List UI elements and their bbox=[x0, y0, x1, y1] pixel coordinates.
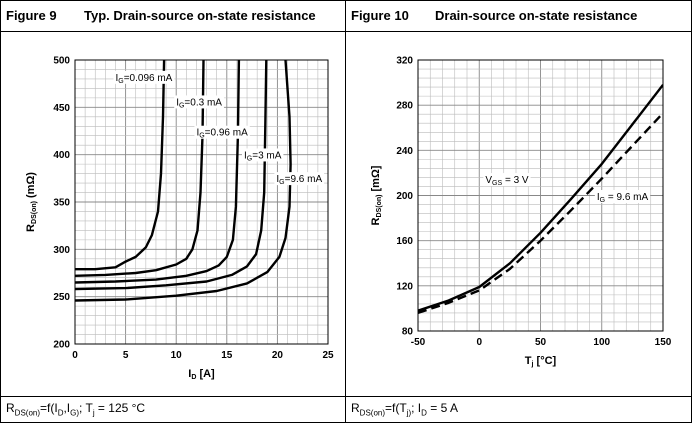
grid bbox=[417, 59, 664, 332]
series-line bbox=[75, 59, 241, 284]
y-tick-label: 240 bbox=[396, 146, 413, 157]
plot-border bbox=[417, 59, 664, 332]
y-tick-label: 400 bbox=[53, 150, 70, 161]
figure10-number: Figure 10 bbox=[351, 8, 409, 23]
y-tick-label: 80 bbox=[402, 327, 414, 338]
figure9-title: Typ. Drain-source on-state resistance bbox=[84, 8, 316, 23]
x-tick-label: 5 bbox=[123, 350, 129, 361]
series-line bbox=[418, 112, 663, 315]
y-tick-label: 160 bbox=[396, 236, 413, 247]
y-tick-label: 200 bbox=[53, 340, 70, 351]
x-tick-label: 0 bbox=[476, 337, 482, 348]
plot-border bbox=[74, 59, 329, 345]
annotation-background bbox=[594, 190, 651, 204]
x-tick-label: -50 bbox=[411, 337, 426, 348]
y-tick-label: 320 bbox=[396, 56, 413, 67]
x-tick-label: 25 bbox=[322, 350, 334, 361]
y-tick-label: 450 bbox=[53, 103, 70, 114]
figure10-title: Drain-source on-state resistance bbox=[435, 8, 638, 23]
x-tick-label: 50 bbox=[535, 337, 547, 348]
figure9-chart: 0 5 10 15 20 25 200 250 300 350 400 450 500 ID​ [A] RD… bbox=[25, 56, 334, 382]
curve-annotation: IG​=9.6 mA bbox=[276, 174, 322, 186]
series-line bbox=[75, 59, 292, 302]
x-tick-label: 20 bbox=[272, 350, 284, 361]
annotation-background bbox=[113, 70, 175, 84]
series-line bbox=[75, 59, 268, 291]
curve-annotation: IG​=3 mA bbox=[244, 150, 282, 162]
figure10-caption: RDS(on)=f(Tj); ID = 5 A bbox=[351, 401, 458, 418]
x-tick-label: 150 bbox=[655, 337, 672, 348]
y-tick-label: 250 bbox=[53, 292, 70, 303]
y-tick-label: 500 bbox=[53, 56, 70, 67]
x-axis-label: ID​ [A] bbox=[188, 368, 215, 381]
x-tick-label: 0 bbox=[72, 350, 78, 361]
annotation-background bbox=[483, 173, 531, 187]
series-line bbox=[418, 84, 663, 312]
x-tick-label: 10 bbox=[171, 350, 183, 361]
annotation-background bbox=[242, 148, 284, 162]
y-axis-label: RDS(on)​ (mΩ) bbox=[25, 172, 38, 232]
annotation-background bbox=[274, 172, 325, 186]
x-axis-label: Tj​ [°C] bbox=[525, 355, 557, 368]
y-axis-label: RDS(on)​ [mΩ] bbox=[370, 165, 383, 225]
curve-annotation: VGS​ = 3 V bbox=[485, 175, 529, 187]
curve-annotation: IG​=0.3 mA bbox=[176, 97, 222, 109]
y-tick-label: 300 bbox=[53, 245, 70, 256]
series-line bbox=[75, 59, 166, 271]
figure9-caption: RDS(on)=f(ID,IG); Tj = 125 °C bbox=[6, 401, 146, 418]
y-tick-label: 280 bbox=[396, 101, 413, 112]
annotation-background bbox=[194, 125, 250, 139]
figure10-chart: -50 0 50 100 150 80 120 160 200 240 280 320 Tj​ [°C]… bbox=[370, 56, 672, 369]
figure9-number: Figure 9 bbox=[6, 8, 57, 23]
y-tick-label: 350 bbox=[53, 198, 70, 209]
curve-annotation: IG​ = 9.6 mA bbox=[597, 192, 649, 204]
curve-annotation: IG​=0.096 mA bbox=[115, 73, 172, 85]
y-tick-label: 120 bbox=[396, 281, 413, 292]
annotation-background bbox=[174, 95, 224, 109]
y-tick-label: 200 bbox=[396, 191, 413, 202]
series-line bbox=[75, 59, 205, 277]
x-tick-label: 15 bbox=[221, 350, 233, 361]
x-tick-label: 100 bbox=[593, 337, 610, 348]
curve-annotation: IG​=0.96 mA bbox=[196, 128, 248, 140]
